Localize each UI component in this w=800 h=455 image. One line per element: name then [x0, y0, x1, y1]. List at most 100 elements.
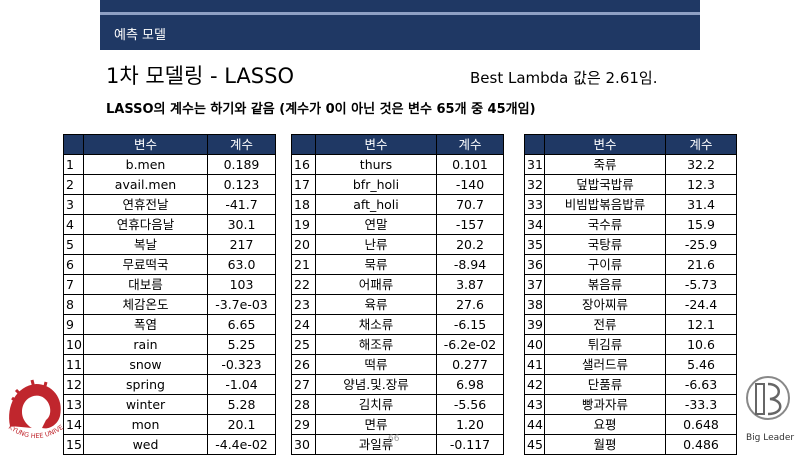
row-index: 8 [63, 294, 84, 315]
table-row: 2 avail.men 0.123 [63, 174, 276, 195]
row-index: 25 [291, 334, 316, 355]
coefficient-value: -4.4e-02 [207, 434, 276, 455]
row-index: 12 [63, 374, 84, 395]
coefficient-value: -1.04 [207, 374, 276, 395]
coefficient-value: 15.9 [665, 214, 737, 235]
variable-name: 채소류 [315, 314, 437, 335]
subtitle: LASSO의 계수는 하기와 같음 (계수가 0이 아닌 것은 변수 65개 중… [106, 102, 536, 117]
variable-name: 비빔밥볶음밥류 [544, 194, 666, 215]
header-variable: 변수 [315, 134, 437, 155]
table-row: 33 비빔밥볶음밥류 31.4 [524, 194, 737, 215]
variable-name: wed [83, 434, 208, 455]
coefficient-value: 0.648 [665, 414, 737, 435]
table-row: 12 spring -1.04 [63, 374, 276, 395]
table-row: 16 thurs 0.101 [291, 154, 504, 175]
lambda-note: Best Lambda 값은 2.61임. [470, 69, 658, 87]
table-row: 10 rain 5.25 [63, 334, 276, 355]
variable-name: bfr_holi [315, 174, 437, 195]
table-row: 18 aft_holi 70.7 [291, 194, 504, 215]
table-row: 5 복날 217 [63, 234, 276, 255]
header-variable: 변수 [83, 134, 208, 155]
coefficient-value: -5.56 [436, 394, 504, 415]
header-variable: 변수 [544, 134, 666, 155]
variable-name: 장아찌류 [544, 294, 666, 315]
row-index: 11 [63, 354, 84, 375]
coefficient-value: 3.87 [436, 274, 504, 295]
table-row: 6 무료떡국 63.0 [63, 254, 276, 275]
row-index: 10 [63, 334, 84, 355]
big-leader-label: Big Leader [746, 433, 795, 443]
coefficient-value: -0.323 [207, 354, 276, 375]
table-row: 15 wed -4.4e-02 [63, 434, 276, 455]
row-index: 26 [291, 354, 316, 375]
variable-name: 연휴다음날 [83, 214, 208, 235]
variable-name: 김치류 [315, 394, 437, 415]
table-row: 27 양념.및.장류 6.98 [291, 374, 504, 395]
table-row: 14 mon 20.1 [63, 414, 276, 435]
row-index: 37 [524, 274, 545, 295]
table-header-row: 변수 계수 [291, 134, 504, 155]
coefficient-value: -6.2e-02 [436, 334, 504, 355]
table-row: 26 떡류 0.277 [291, 354, 504, 375]
variable-name: avail.men [83, 174, 208, 195]
row-index: 36 [524, 254, 545, 275]
coefficient-value: 5.46 [665, 354, 737, 375]
variable-name: thurs [315, 154, 437, 175]
coefficient-value: 31.4 [665, 194, 737, 215]
variable-name: 볶음류 [544, 274, 666, 295]
table-row: 20 난류 20.2 [291, 234, 504, 255]
table-row: 24 채소류 -6.15 [291, 314, 504, 335]
row-index: 16 [291, 154, 316, 175]
variable-name: 난류 [315, 234, 437, 255]
variable-name: rain [83, 334, 208, 355]
variable-name: 복날 [83, 234, 208, 255]
row-index: 27 [291, 374, 316, 395]
table-row: 42 단품류 -6.63 [524, 374, 737, 395]
variable-name: 묵류 [315, 254, 437, 275]
row-index: 24 [291, 314, 316, 335]
variable-name: 대보름 [83, 274, 208, 295]
coefficient-value: 21.6 [665, 254, 737, 275]
table-row: 41 샐러드류 5.46 [524, 354, 737, 375]
row-index: 44 [524, 414, 545, 435]
variable-name: spring [83, 374, 208, 395]
coefficient-table-2: 변수 계수 16 thurs 0.101 17 bfr_holi -140 18 aft_ho… [291, 134, 504, 455]
variable-name: 떡류 [315, 354, 437, 375]
header-band: 예측 모델 [100, 0, 700, 50]
coefficient-value: -8.94 [436, 254, 504, 275]
coefficient-value: 0.486 [665, 434, 737, 455]
coefficient-value: -0.117 [436, 434, 504, 455]
variable-name: 무료떡국 [83, 254, 208, 275]
coefficient-value: -6.63 [665, 374, 737, 395]
variable-name: 육류 [315, 294, 437, 315]
header-coefficient: 계수 [665, 134, 737, 155]
row-index: 43 [524, 394, 545, 415]
table-row: 22 어패류 3.87 [291, 274, 504, 295]
table-row: 44 요평 0.648 [524, 414, 737, 435]
row-index: 9 [63, 314, 84, 335]
table-row: 45 월평 0.486 [524, 434, 737, 455]
variable-name: 면류 [315, 414, 437, 435]
coefficient-value: -24.4 [665, 294, 737, 315]
row-index: 42 [524, 374, 545, 395]
header-stripe [100, 12, 700, 15]
row-index: 32 [524, 174, 545, 195]
coefficient-value: 0.277 [436, 354, 504, 375]
variable-name: 구이류 [544, 254, 666, 275]
section-label: 예측 모델 [114, 28, 166, 43]
variable-name: winter [83, 394, 208, 415]
variable-name: 월평 [544, 434, 666, 455]
coefficient-value: -25.9 [665, 234, 737, 255]
table-row: 3 연휴전날 -41.7 [63, 194, 276, 215]
table-header-row: 변수 계수 [524, 134, 737, 155]
header-index [291, 134, 316, 155]
coefficient-value: 27.6 [436, 294, 504, 315]
coefficient-value: 12.3 [665, 174, 737, 195]
row-index: 5 [63, 234, 84, 255]
coefficient-value: 6.65 [207, 314, 276, 335]
table-row: 37 볶음류 -5.73 [524, 274, 737, 295]
table-row: 29 면류 1.20 [291, 414, 504, 435]
row-index: 18 [291, 194, 316, 215]
variable-name: 요평 [544, 414, 666, 435]
row-index: 28 [291, 394, 316, 415]
